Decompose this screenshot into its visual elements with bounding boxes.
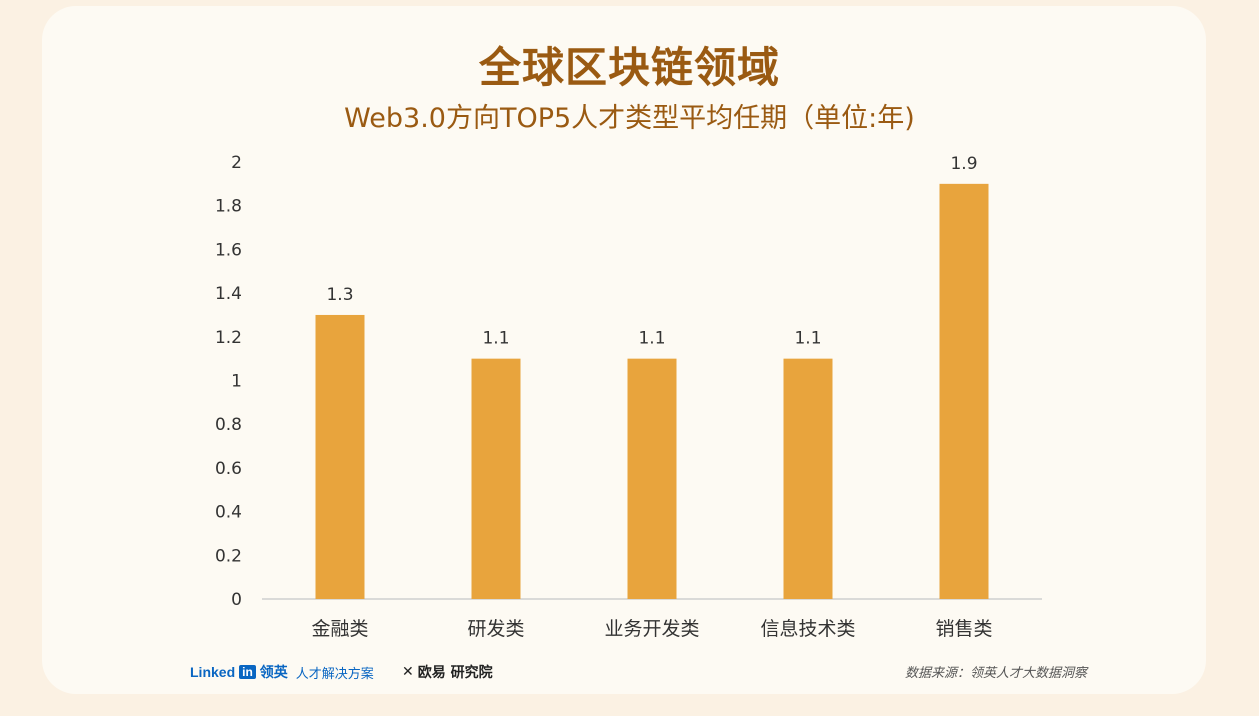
- linkedin-in-icon: in: [239, 665, 256, 679]
- chart-title: 全球区块链领域: [478, 43, 780, 92]
- y-tick-label: 0.6: [215, 459, 242, 479]
- y-tick-label: 0.8: [215, 415, 242, 435]
- y-tick-label: 2: [231, 153, 242, 173]
- okx-icon: ✕: [402, 664, 414, 680]
- bar: [783, 358, 833, 599]
- linkedin-wordmark: Linked: [190, 664, 236, 680]
- data-label: 1.9: [950, 154, 977, 174]
- y-tick-label: 0.4: [215, 503, 242, 523]
- okx-research-label: 欧易 研究院: [417, 665, 493, 681]
- bar: [939, 183, 989, 599]
- y-tick-label: 0: [231, 590, 242, 610]
- data-label: 1.1: [482, 329, 509, 349]
- bar: [315, 314, 365, 599]
- category-label: 销售类: [935, 618, 992, 640]
- bar: [627, 358, 677, 599]
- category-label: 业务开发类: [604, 618, 699, 640]
- y-tick-label: 1.4: [215, 284, 242, 304]
- lingying-wordmark: 领英: [259, 665, 288, 681]
- category-label: 信息技术类: [760, 618, 855, 640]
- y-tick-label: 1.6: [215, 240, 242, 260]
- data-label: 1.1: [638, 329, 665, 349]
- y-tick-label: 1: [231, 372, 242, 392]
- y-tick-label: 1.8: [215, 197, 242, 217]
- chart-card: [42, 6, 1206, 694]
- y-tick-label: 0.2: [215, 546, 242, 566]
- talent-solution-label: 人才解决方案: [295, 666, 374, 682]
- bar: [471, 358, 521, 599]
- data-label: 1.3: [326, 285, 353, 305]
- linkedin-logo: Linked in 领英 人才解决方案: [190, 662, 374, 682]
- data-label: 1.1: [794, 329, 821, 349]
- chart-subtitle: Web3.0方向TOP5人才类型平均任期（单位:年): [344, 103, 915, 134]
- okx-research-logo: ✕ 欧易 研究院: [402, 662, 493, 682]
- data-source: 数据来源：领英人才大数据洞察: [904, 666, 1087, 681]
- category-label: 研发类: [467, 618, 524, 640]
- category-label: 金融类: [311, 618, 368, 640]
- y-tick-label: 1.2: [215, 328, 242, 348]
